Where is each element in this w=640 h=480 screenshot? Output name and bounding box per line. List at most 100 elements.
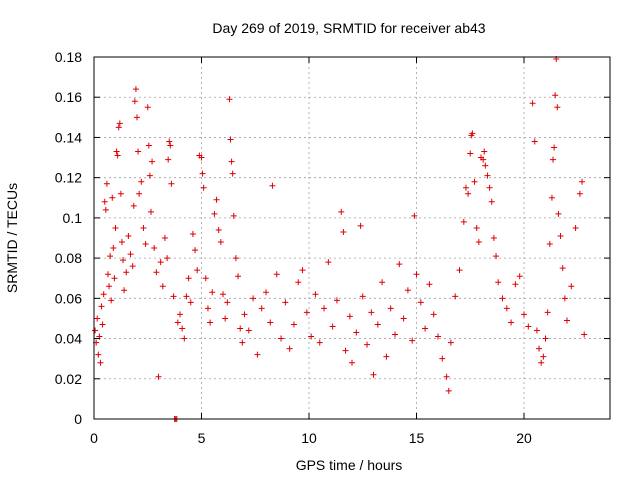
data-point <box>125 232 132 239</box>
data-point <box>177 311 183 318</box>
data-point <box>349 359 355 366</box>
data-point <box>435 333 441 340</box>
data-point <box>357 222 364 229</box>
data-point <box>167 142 174 149</box>
data-point <box>299 267 306 274</box>
x-tick-label: 20 <box>516 430 532 446</box>
data-point <box>189 230 196 237</box>
chart-title: Day 269 of 2019, SRMTID for receiver ab4… <box>212 20 485 36</box>
data-point <box>112 224 119 231</box>
y-axis-label: SRMTID / TECUs <box>4 183 20 293</box>
y-tick-label: 0.16 <box>55 89 82 105</box>
data-point <box>100 291 107 298</box>
data-point <box>207 319 214 326</box>
data-point <box>130 202 137 209</box>
data-point <box>273 271 280 278</box>
data-point <box>95 351 102 358</box>
y-tick-label: 0.08 <box>55 250 82 266</box>
data-point <box>465 190 472 197</box>
y-tick-label: 0.18 <box>55 49 82 65</box>
data-point <box>538 359 545 366</box>
data-point <box>568 283 575 290</box>
data-point <box>529 100 536 107</box>
data-point <box>533 327 540 334</box>
data-point <box>576 190 583 197</box>
data-point <box>165 156 172 163</box>
data-point <box>531 138 538 145</box>
data-point <box>245 327 252 334</box>
data-point <box>473 224 480 231</box>
data-point <box>295 279 302 286</box>
data-point <box>155 373 162 380</box>
y-tick-label: 0.12 <box>55 170 82 186</box>
data-point <box>111 275 118 282</box>
axis-ticks <box>93 56 610 420</box>
data-point <box>118 239 125 246</box>
data-point <box>102 206 109 213</box>
data-point <box>146 172 153 179</box>
data-point <box>185 275 192 282</box>
data-point <box>123 269 130 276</box>
data-point <box>484 172 491 179</box>
data-point <box>579 178 586 185</box>
data-point <box>503 305 510 312</box>
data-point <box>359 293 366 300</box>
x-axis-label: GPS time / hours <box>296 457 403 473</box>
data-point <box>151 245 158 252</box>
data-point <box>144 104 151 111</box>
data-point <box>404 287 411 294</box>
data-point <box>109 194 116 201</box>
data-point <box>550 156 557 163</box>
data-point <box>254 351 261 358</box>
data-point <box>308 333 315 340</box>
data-point <box>229 170 236 177</box>
data-point <box>422 325 429 332</box>
data-point <box>103 180 110 187</box>
data-point <box>486 184 493 191</box>
data-point <box>481 148 488 155</box>
data-point <box>544 309 551 316</box>
plot-frame <box>93 56 611 420</box>
data-point <box>452 293 459 300</box>
x-tick-label: 0 <box>90 430 98 446</box>
y-tick-label: 0.14 <box>55 129 82 145</box>
data-point <box>370 371 377 378</box>
data-point <box>321 305 328 312</box>
data-point <box>490 235 497 241</box>
data-point <box>383 353 390 360</box>
data-point <box>99 321 106 328</box>
data-point <box>430 311 437 318</box>
data-point <box>525 323 532 330</box>
data-point <box>107 253 114 260</box>
data-point <box>258 305 265 312</box>
data-point <box>411 212 418 219</box>
data-point <box>338 208 345 215</box>
data-point <box>159 283 166 290</box>
data-point <box>187 299 194 306</box>
data-point <box>263 289 269 296</box>
data-point <box>168 180 175 187</box>
data-point <box>136 190 143 197</box>
data-point <box>456 267 463 274</box>
data-point <box>217 239 224 246</box>
data-point <box>353 329 360 336</box>
data-point <box>135 148 142 155</box>
data-point <box>230 212 237 219</box>
data-point <box>548 194 555 201</box>
data-point <box>564 317 570 324</box>
data-point <box>98 303 105 310</box>
data-point <box>480 156 487 163</box>
data-point <box>447 339 454 346</box>
data-point <box>368 309 375 316</box>
data-point <box>199 170 206 177</box>
data-point <box>149 158 156 165</box>
x-tick-label: 5 <box>198 430 206 446</box>
data-point <box>239 339 246 346</box>
data-point <box>443 373 450 380</box>
data-point <box>138 178 145 185</box>
data-point <box>164 255 171 262</box>
data-points <box>92 56 588 422</box>
data-point <box>183 293 190 300</box>
data-point <box>542 335 549 342</box>
